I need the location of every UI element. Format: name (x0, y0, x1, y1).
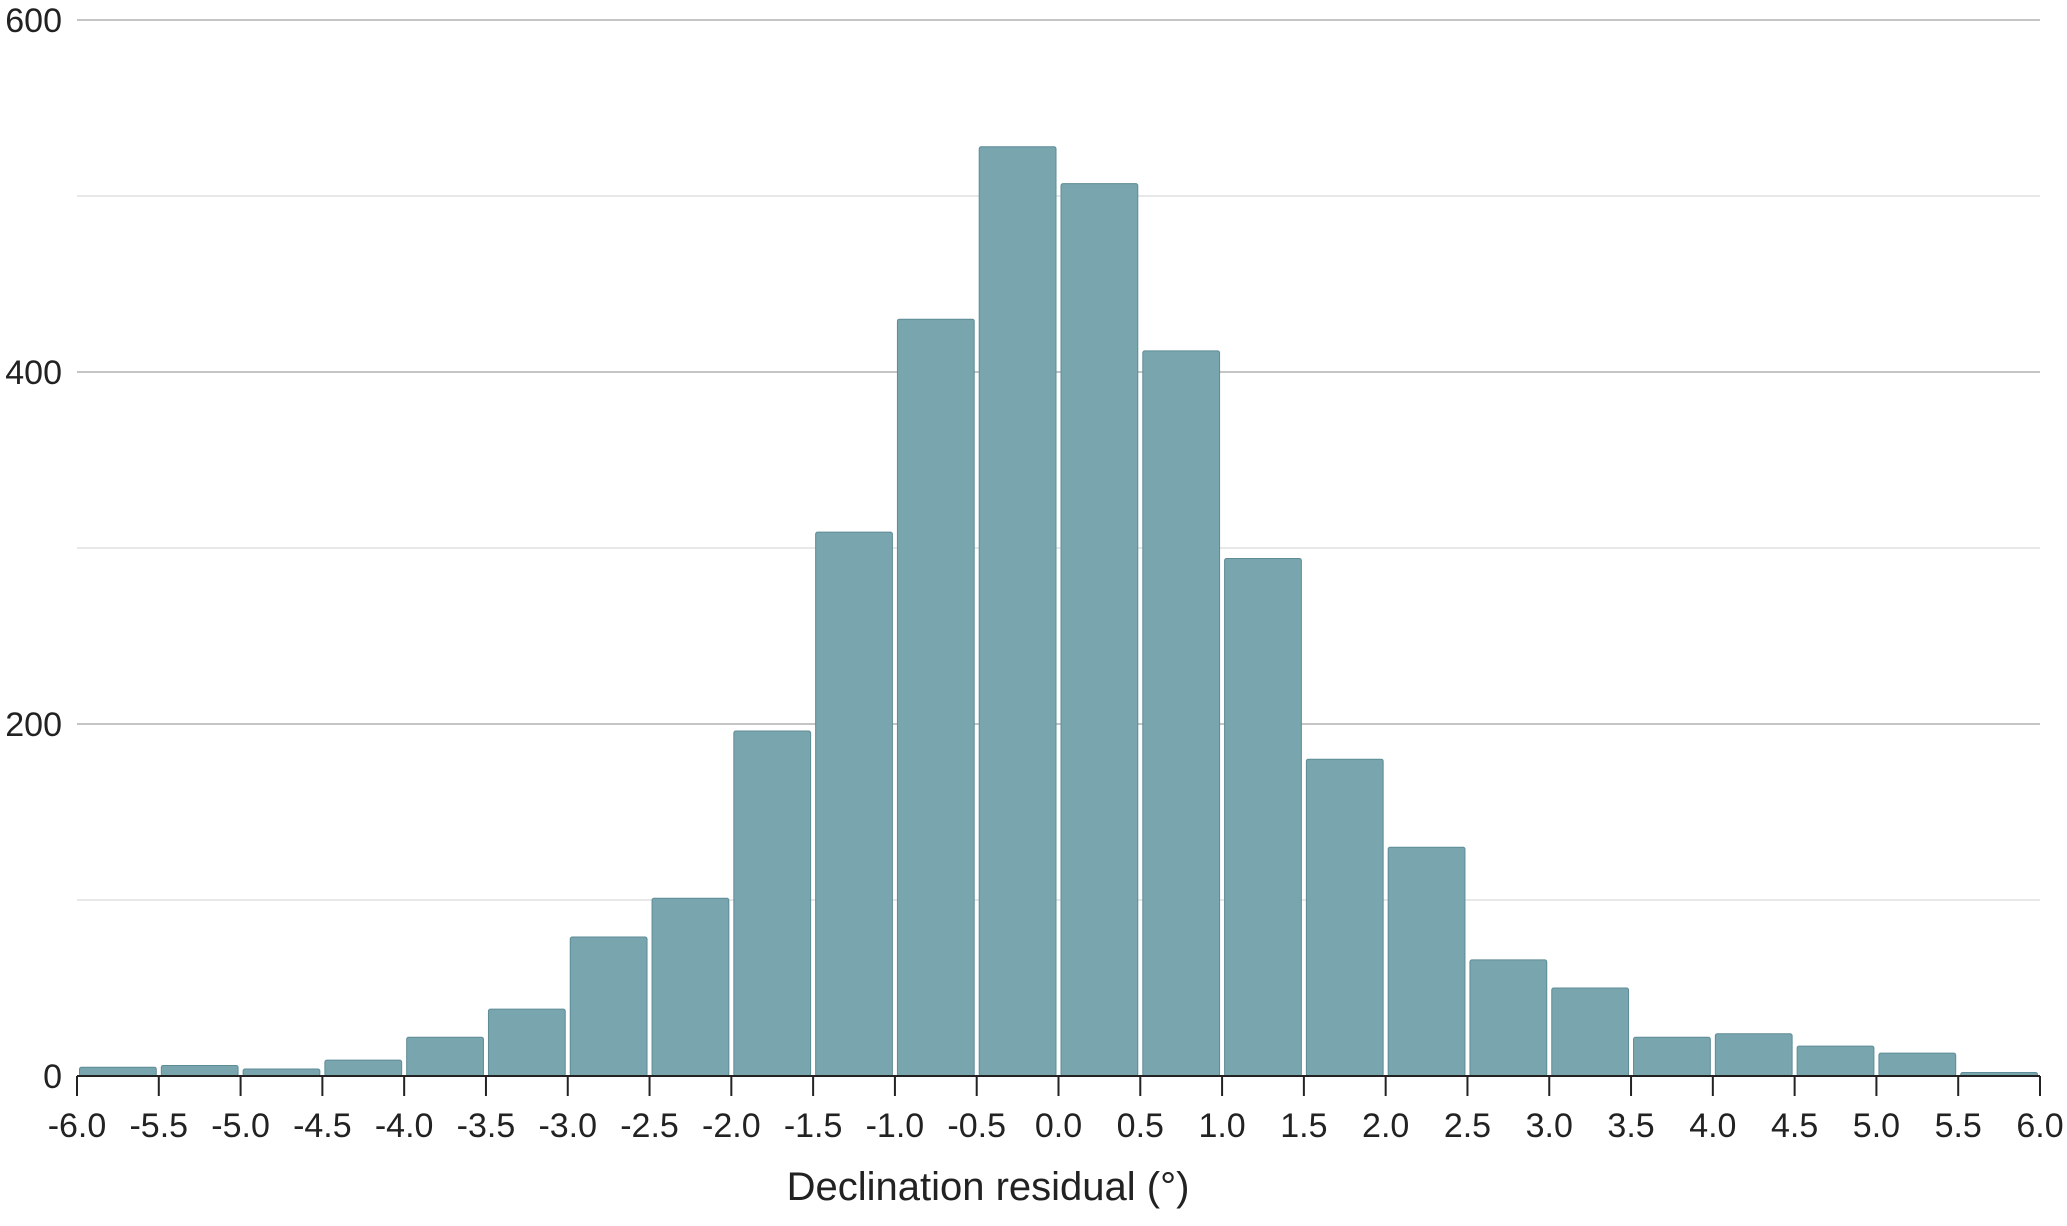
histogram-bar (1224, 558, 1302, 1077)
x-tick-label: 0.5 (1117, 1107, 1164, 1145)
y-tick-label: 600 (5, 2, 62, 40)
histogram-bar (1633, 1036, 1711, 1077)
y-axis-labels: 0 200 400 600 (5, 2, 62, 1096)
x-tick-label: 0.0 (1035, 1107, 1082, 1145)
x-tick-label: 2.0 (1362, 1107, 1409, 1145)
histogram-bar (1878, 1052, 1957, 1077)
x-tick-label: -1.0 (866, 1107, 925, 1145)
grid-layer (77, 19, 2040, 901)
histogram-bar (1060, 183, 1139, 1077)
x-tick-label: -3.5 (457, 1107, 516, 1145)
histogram-bar (160, 1064, 239, 1077)
x-tick-label: 1.0 (1198, 1107, 1245, 1145)
x-tick-label: 5.0 (1853, 1107, 1900, 1145)
histogram-bar (1469, 959, 1548, 1077)
y-tick-label: 400 (5, 354, 62, 392)
histogram-bar (1305, 758, 1384, 1077)
histogram-bar (242, 1068, 321, 1077)
x-tick-label: -1.5 (784, 1107, 843, 1145)
histogram-bar (406, 1036, 484, 1077)
y-tick-label: 0 (43, 1058, 62, 1096)
x-tick-label: 4.5 (1771, 1107, 1818, 1145)
histogram-bar (815, 531, 893, 1077)
x-tick-label: 2.5 (1444, 1107, 1491, 1145)
x-axis: -6.0 -5.5 -5.0 -4.5 -4.0 -3.5 -3.0 -2.5 -2.0 -1.5… (48, 1075, 2064, 1145)
histogram-bar (733, 730, 812, 1077)
bars-layer (79, 146, 2039, 1077)
histogram-bar (1714, 1033, 1793, 1077)
x-tick-label: 3.0 (1526, 1107, 1573, 1145)
x-tick-label: 6.0 (2016, 1107, 2063, 1145)
histogram-bar (1551, 987, 1630, 1077)
x-tick-label: -6.0 (48, 1107, 107, 1145)
x-tick-label: 4.0 (1689, 1107, 1736, 1145)
x-tick-label: -4.0 (375, 1107, 434, 1145)
x-tick-label: -2.5 (620, 1107, 679, 1145)
histogram-bar (79, 1066, 157, 1077)
x-tick-label: -5.0 (211, 1107, 270, 1145)
x-tick-label: 3.5 (1607, 1107, 1654, 1145)
histogram-bar (1796, 1045, 1875, 1077)
histogram-bar (324, 1059, 403, 1077)
x-axis-title: Declination residual (°) (787, 1165, 1190, 1209)
y-tick-label: 200 (5, 706, 62, 744)
x-tick-label: -4.5 (293, 1107, 352, 1145)
histogram-bar (1142, 350, 1221, 1077)
x-tick-label: -0.5 (947, 1107, 1006, 1145)
histogram-bar (487, 1008, 566, 1077)
histogram-bar (569, 936, 648, 1077)
x-tick-label: -3.0 (538, 1107, 597, 1145)
histogram-bar (1387, 846, 1466, 1077)
x-tick-label: -5.5 (129, 1107, 188, 1145)
histogram-bar (651, 897, 730, 1077)
histogram-bar (896, 318, 975, 1077)
x-tick-label: -2.0 (702, 1107, 761, 1145)
histogram-bar (978, 146, 1057, 1077)
x-tick-label: 1.5 (1280, 1107, 1327, 1145)
x-tick-label: 5.5 (1935, 1107, 1982, 1145)
